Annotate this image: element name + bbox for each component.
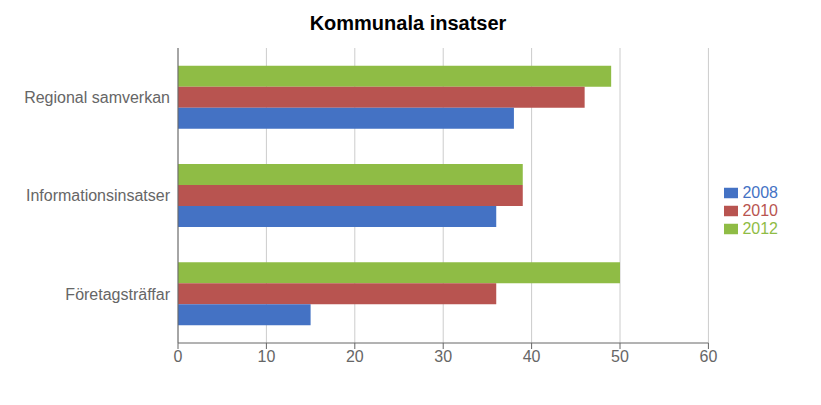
svg-text:50: 50: [611, 348, 629, 365]
html-text:2008: 2008: [742, 183, 778, 201]
svg-text:20: 20: [346, 348, 364, 365]
svg-text:Företagsträffar: Företagsträffar: [65, 286, 170, 303]
svg-text:40: 40: [523, 348, 541, 365]
svg-text:Informationsinsatser: Informationsinsatser: [26, 187, 171, 204]
svg-text:Regional samverkan: Regional samverkan: [24, 89, 170, 106]
html-text:2010: 2010: [742, 201, 778, 219]
svg-text:0: 0: [174, 348, 183, 365]
svg-text:60: 60: [700, 348, 718, 365]
svg-text:30: 30: [434, 348, 452, 365]
html-text:2012: 2012: [742, 219, 778, 237]
html-text:Kommunala insatser: Kommunala insatser: [309, 12, 507, 34]
svg-text:10: 10: [258, 348, 276, 365]
